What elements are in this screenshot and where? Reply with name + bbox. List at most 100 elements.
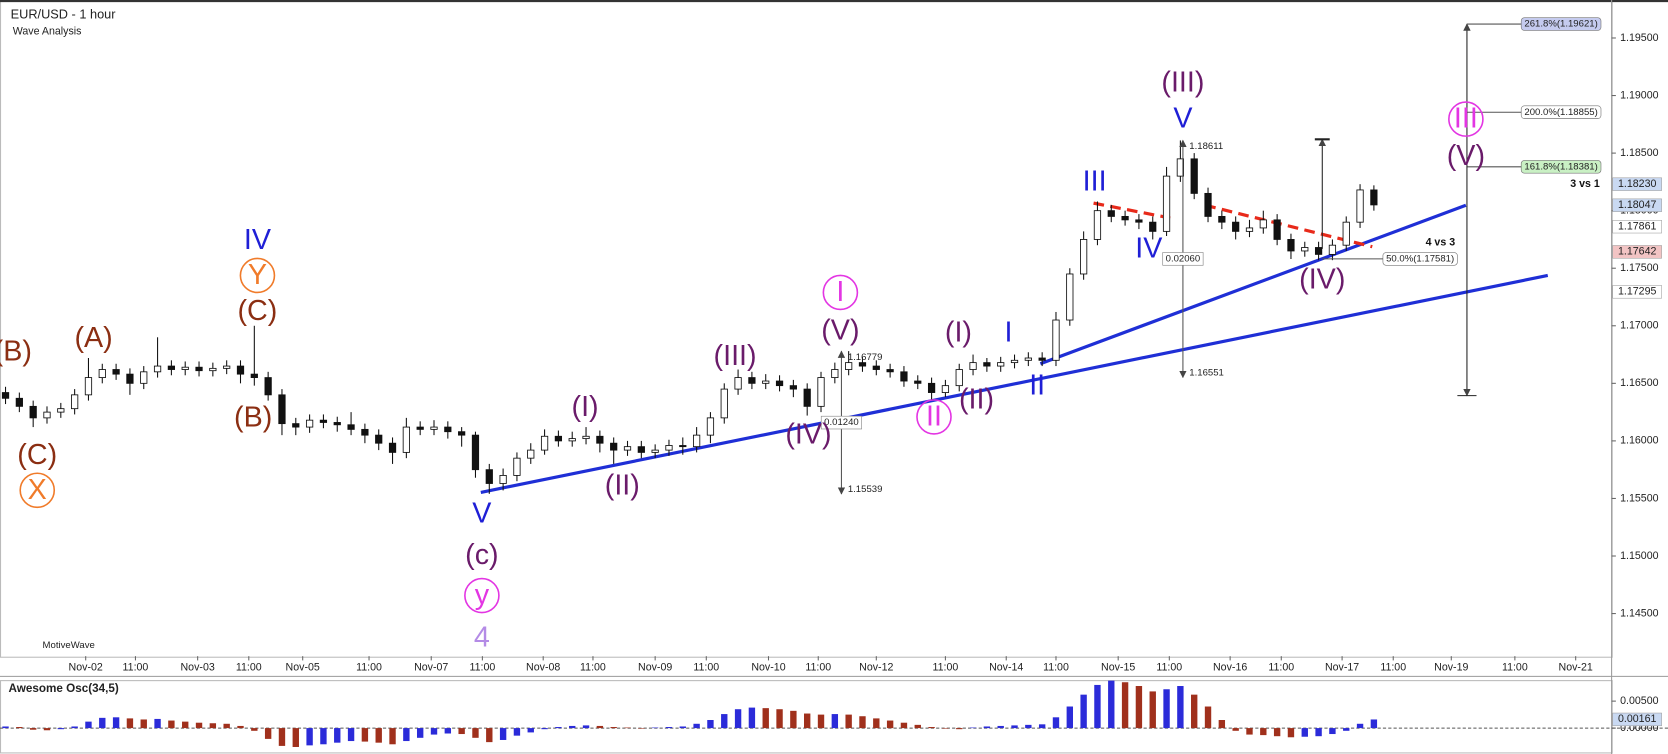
candle-body	[983, 362, 991, 367]
x-tick-label: Nov-09	[638, 662, 672, 674]
candle-body	[71, 394, 79, 410]
candle-body	[665, 445, 673, 451]
osc-bar	[582, 725, 590, 729]
candle-body	[540, 435, 549, 451]
osc-bar	[347, 728, 355, 742]
candle-body	[375, 434, 383, 444]
osc-bar	[1038, 724, 1046, 729]
osc-bar	[444, 728, 452, 734]
price-marker	[1612, 285, 1662, 299]
candle-body	[1121, 215, 1129, 221]
osc-bar	[527, 728, 534, 733]
candle-body	[140, 371, 148, 384]
price-marker	[1612, 177, 1662, 191]
candle-body	[181, 366, 189, 370]
candle-body	[955, 369, 963, 387]
osc-bar	[721, 714, 728, 729]
osc-bar	[16, 727, 23, 729]
candle-body	[84, 377, 93, 396]
osc-bar	[983, 726, 991, 729]
osc-bar	[734, 709, 742, 729]
wave-circle	[1448, 101, 1484, 137]
osc-bar	[320, 728, 327, 745]
candle-body	[43, 411, 51, 419]
candle-body	[195, 366, 203, 372]
candle-body	[1232, 221, 1240, 232]
wave-label: (I)	[945, 317, 972, 349]
fib-label: 261.8%(1.19621)	[1524, 19, 1597, 30]
candle-body	[333, 422, 341, 426]
osc-bar	[1287, 728, 1295, 738]
osc-bar	[499, 728, 507, 740]
candle-body	[1, 392, 10, 399]
osc-bar	[707, 720, 714, 729]
fib-label: 50.0%(1.17581)	[1386, 253, 1454, 264]
candle-body	[250, 373, 258, 379]
x-tick-label: 11:00	[356, 662, 382, 674]
measure-low: 1.15539	[848, 484, 883, 495]
price-marker-label: 1.18230	[1618, 178, 1657, 190]
wave-label: X	[28, 474, 47, 506]
y-tick-label: 0.00500	[1620, 695, 1659, 707]
last-value-box	[1612, 712, 1662, 727]
wave-label: (II)	[959, 384, 994, 416]
candle-body	[941, 385, 950, 393]
measure-diff-box	[820, 415, 862, 430]
candle-body	[347, 424, 355, 430]
osc-bar	[237, 725, 244, 729]
osc-bar	[278, 728, 286, 746]
wave-label: (V)	[1447, 140, 1485, 172]
candle-body	[914, 380, 922, 384]
watermark: MotiveWave	[43, 640, 95, 651]
candle-body	[596, 435, 604, 444]
osc-bar	[1218, 720, 1226, 729]
osc-bar	[416, 728, 424, 738]
candle-body	[361, 428, 369, 436]
y-tick-label: 1.16000	[1620, 435, 1659, 447]
candle-body	[1066, 273, 1074, 321]
wave-label: IV	[244, 224, 272, 256]
osc-bar	[1177, 686, 1184, 729]
measure-diff: 0.02060	[1166, 253, 1201, 264]
osc-bar	[1080, 694, 1087, 729]
x-tick-label: 11:00	[1043, 662, 1069, 674]
osc-bar	[1108, 680, 1115, 729]
wave-label: II	[926, 401, 942, 433]
osc-bar	[555, 727, 562, 729]
candle-body	[858, 362, 867, 367]
candle-body	[1342, 221, 1350, 246]
y-tick-label: 1.19500	[1620, 32, 1659, 44]
candle-body	[416, 426, 424, 430]
osc-bar	[486, 728, 493, 743]
wave-label: IV	[1135, 232, 1163, 264]
wave-label: (c)	[465, 539, 498, 571]
x-tick-label: 11:00	[469, 662, 495, 674]
wave-label: (II)	[605, 470, 640, 502]
wave-label: II	[1029, 370, 1045, 402]
osc-bar	[914, 724, 921, 729]
osc-bar	[1246, 728, 1253, 735]
osc-bar	[1163, 689, 1170, 729]
candle-body	[1370, 189, 1378, 206]
price-marker-label: 1.17861	[1618, 220, 1657, 232]
x-tick-label: Nov-17	[1325, 662, 1359, 674]
candle-body	[1273, 219, 1281, 240]
price-marker	[1612, 245, 1662, 259]
candle-body	[734, 377, 742, 390]
measure-high: 1.16779	[848, 352, 883, 363]
candle-body	[748, 377, 756, 384]
x-tick-label: Nov-03	[181, 662, 215, 674]
osc-bar	[195, 722, 203, 729]
osc-bar	[430, 728, 438, 735]
wave-label: y	[475, 579, 490, 611]
candle-body	[444, 426, 452, 433]
osc-bar	[168, 720, 175, 729]
candle-body	[1301, 247, 1309, 252]
wave-circle	[822, 274, 859, 311]
wave-label: 4	[474, 622, 490, 654]
candle-body	[15, 397, 23, 407]
candle-body	[1204, 192, 1212, 217]
osc-bar	[389, 728, 396, 745]
candle-body	[1093, 210, 1102, 240]
osc-bar	[472, 728, 479, 738]
